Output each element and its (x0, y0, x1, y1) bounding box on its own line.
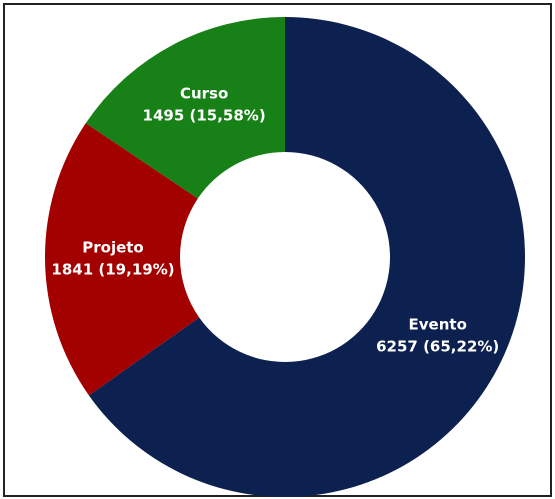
slice-value: 1841 (19,19%) (51, 260, 174, 278)
slice (88, 17, 525, 498)
slice-value: 1495 (15,58%) (143, 107, 266, 125)
slice-name: Projeto (82, 238, 144, 256)
slice-value: 6257 (65,22%) (376, 338, 499, 356)
slice (85, 17, 285, 199)
slice-name: Curso (180, 85, 228, 103)
slice (44, 123, 200, 396)
slice-name: Evento (409, 316, 467, 334)
